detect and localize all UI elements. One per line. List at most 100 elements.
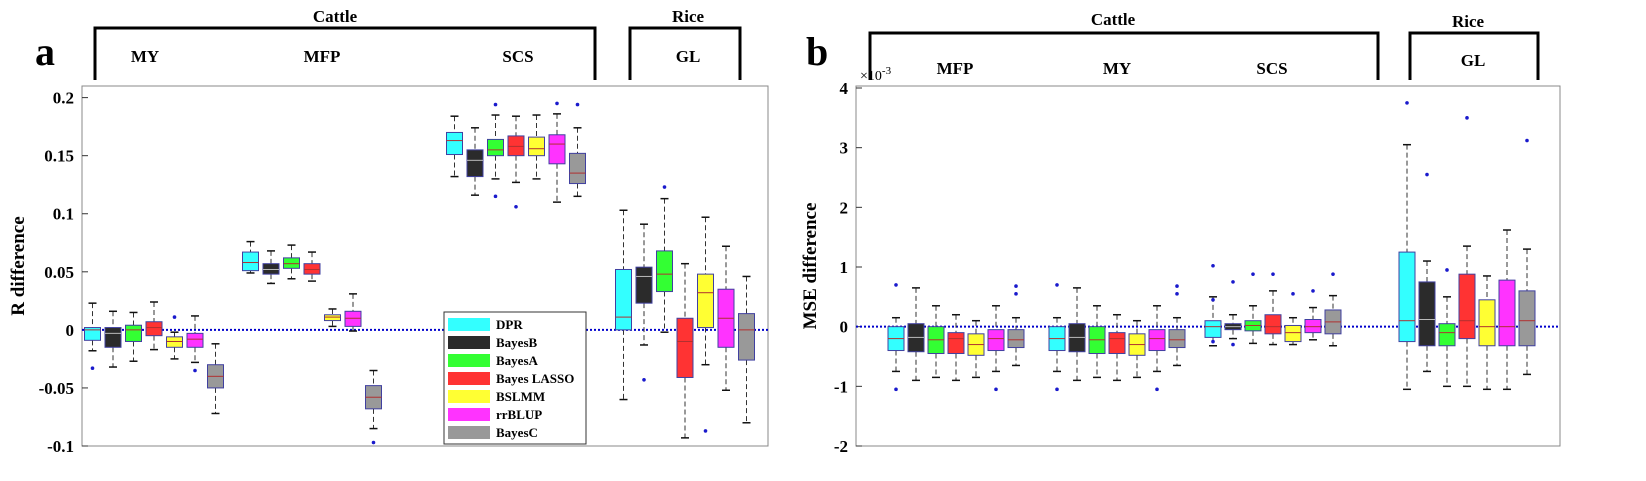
panel-b-group-label-mfp: MFP [937,59,974,78]
outlier-point [1291,292,1295,296]
panel-b-y-tick-label: 2 [840,198,849,217]
panel-b-box-mfp-bayesc [1007,284,1025,367]
panel-b-rice-label: Rice [1452,12,1485,31]
legend-swatch-bayesa [448,354,490,367]
panel-a-boxes [84,101,755,445]
legend-swatch-bayesc [448,426,490,439]
panel-a-group-label-mfp: MFP [304,47,341,66]
panel-a-box-gl-bayesb [635,223,653,382]
outlier-point [894,387,898,392]
outlier-point [193,368,197,373]
panel-a-box-my-bayesa [125,311,142,362]
outlier-point [1231,280,1235,284]
panel-b-box-scs-bayesb [1224,280,1242,347]
panel-b-box-mfp-dpr [887,283,905,392]
box-body [1148,329,1166,352]
box-body [1498,279,1516,347]
box-body [262,263,280,275]
box-body [1007,329,1025,349]
box-body [303,263,321,275]
panel-b-y-tick-label: 0 [840,318,849,337]
panel-b-box-scs-bayesa [1244,272,1262,345]
outlier-point [1445,268,1449,272]
panel-b-cattle-label: Cattle [1091,10,1136,29]
panel-a-box-gl-bslmm [697,216,714,433]
outlier-point [1155,387,1159,392]
outlier-point [514,204,518,209]
panel-b-box-mfp-rrblup [987,305,1005,392]
box-body [1168,329,1186,349]
box-body [466,149,484,178]
outlier-point [1014,284,1018,288]
panel-b-box-gl-dpr [1398,101,1416,391]
panel-a-box-gl-bayesc [738,275,755,424]
panel-a-box-mfp-rrblup [344,293,362,332]
box-body [84,327,101,341]
outlier-point [1211,339,1215,344]
panel-a-cattle-bracket [93,26,597,80]
box-body [615,268,632,331]
panel-a-box-mfp-bayesc [365,369,382,445]
outlier-point [493,102,498,107]
panel-b-box-gl-bayesa [1438,268,1456,388]
panel-b-y-exponent-base: ×10 [860,69,882,84]
box-body [1284,324,1302,343]
legend-label-bayesb: BayesB [496,335,538,350]
panel-b-box-my-dpr [1048,283,1066,392]
panel-b-box-scs-rrblup [1304,289,1322,341]
panel-a-box-mfp-bayesa [283,244,300,280]
box-body [1398,251,1416,343]
box-body [166,336,183,348]
outlier-point [1425,172,1429,177]
outlier-point [1231,342,1235,347]
panel-a-box-scs-bslmm [528,114,545,180]
outlier-point [1055,387,1059,392]
outlier-point [642,378,646,382]
box-body [697,273,714,329]
outlier-point [1251,272,1255,276]
box-body [635,266,653,304]
panel-a-letter: a [35,29,55,74]
panel-b-group-label-gl: GL [1461,51,1486,70]
box-body [104,327,122,348]
box-body [738,313,755,361]
box-body [242,251,259,272]
panel-a-group-label-scs: SCS [502,47,533,66]
legend-swatch-bayesb [448,336,490,349]
outlier-point [894,283,898,287]
panel-b-y-tick-label: -1 [834,377,848,396]
outlier-point [703,429,708,433]
legend-label-bayesc: BayesC [496,425,538,440]
panel-b-box-my-bayesc [1168,284,1186,367]
box-body [1264,314,1282,335]
outlier-point [90,366,95,370]
panel-b-box-mfp-bslmm [967,319,985,379]
legend-label-bayes-lasso: Bayes LASSO [496,371,574,386]
box-body [186,332,204,348]
panel-b-y-exponent-power: -3 [882,65,892,77]
panel-a-box-gl-bayes-lasso [676,262,694,439]
box-body [324,314,341,322]
panel-a-box-scs-bayesa [487,102,504,199]
legend-label-bayesa: BayesA [496,353,539,368]
box-body [987,329,1005,352]
outlier-point [371,440,376,445]
box-body [1458,273,1476,340]
box-body [344,310,362,327]
legend-label-rrblup: rrBLUP [496,407,542,422]
panel-b-box-scs-bayes-lasso [1264,272,1282,346]
legend-label-bslmm: BSLMM [496,389,545,404]
panel-a-y-tick-label: -0.05 [39,379,74,398]
panel-b-box-mfp-bayesa [927,305,945,379]
panel-a-box-my-rrblup [186,315,204,373]
panel-b-box-mfp-bayesb [907,287,925,382]
outlier-point [1014,292,1018,296]
panel-b-group-label-scs: SCS [1256,59,1287,78]
panel-a-y-ticks: -0.1 -0.05 0 0.05 0.1 0.15 0.2 [39,89,88,456]
panel-b-boxes [887,101,1536,392]
legend-swatch-bayes-lasso [448,372,490,385]
panel-a-box-scs-bayesb [466,127,484,196]
box-body [507,135,525,157]
box-body [1304,319,1322,334]
